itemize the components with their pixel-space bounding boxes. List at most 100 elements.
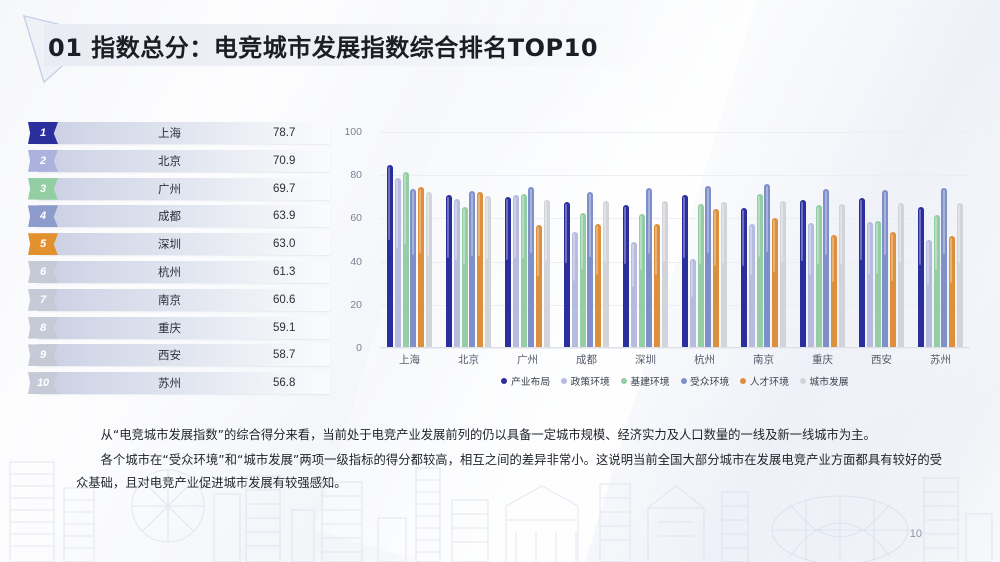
chart-bar-group — [793, 132, 852, 348]
chart-bar — [779, 201, 787, 348]
chart-bar-group — [616, 132, 675, 348]
chart-y-tick-label: 0 — [356, 342, 362, 354]
rank-badge: 8 — [28, 316, 58, 339]
body-copy: 从“电竞城市发展指数”的综合得分来看，当前处于电竞产业发展前列的仍以具备一定城市… — [76, 424, 942, 497]
chart-bar — [622, 205, 630, 348]
ranking-score: 58.7 — [273, 349, 296, 362]
rank-badge: 7 — [28, 288, 58, 311]
chart-bar — [579, 213, 586, 348]
legend-swatch-icon — [620, 378, 627, 384]
chart-legend-item[interactable]: 人才环境 — [740, 374, 789, 388]
chart-bar — [823, 189, 830, 348]
chart-x-tick-label: 成都 — [576, 354, 597, 366]
ranking-row-bar — [38, 177, 330, 200]
rank-badge: 6 — [28, 260, 58, 283]
ranking-city-name: 杭州 — [158, 264, 181, 279]
chart-plot-area: 0 20 40 60 80 100 — [344, 126, 970, 354]
chart-bar — [866, 221, 873, 348]
legend-label: 受众环境 — [690, 377, 730, 388]
chart-bar — [512, 195, 519, 348]
chart-bar — [654, 223, 661, 348]
legend-swatch-icon — [680, 378, 687, 384]
chart-bar — [890, 232, 897, 348]
chart-bar — [748, 223, 755, 348]
legend-swatch-icon — [799, 378, 806, 384]
chart-legend-item[interactable]: 政策环境 — [561, 374, 610, 388]
chart-bar — [453, 198, 460, 348]
ranking-row-bar — [38, 372, 330, 395]
chart-bar — [418, 187, 425, 348]
ranking-score: 70.9 — [273, 154, 296, 167]
chart-legend-item[interactable]: 产业布局 — [501, 374, 550, 388]
chart-bar — [477, 191, 484, 348]
chart-gridline — [380, 261, 970, 263]
chart-bar — [925, 240, 932, 348]
ranking-row: 2 北京 70.9 — [28, 149, 330, 172]
chart-bar-group — [380, 132, 439, 348]
chart-bar — [949, 235, 956, 348]
page-title: 01 指数总分：电竞城市发展指数综合排名TOP10 — [48, 34, 599, 62]
chart-x-tick-label: 南京 — [753, 354, 774, 366]
chart-legend-item[interactable]: 受众环境 — [680, 374, 730, 388]
rank-badge: 9 — [28, 344, 58, 367]
chart-bar-group — [734, 132, 793, 348]
rank-badge: 4 — [28, 205, 58, 228]
chart-bar — [772, 218, 779, 348]
ranking-city-name: 成都 — [158, 209, 181, 224]
chart-bar — [697, 204, 704, 348]
chart-bar — [858, 197, 866, 348]
chart-bar — [681, 194, 689, 348]
chart-x-axis — [380, 347, 970, 348]
ranking-score: 63.9 — [273, 210, 296, 223]
chart-x-tick-label: 北京 — [458, 354, 479, 366]
chart-bar — [602, 201, 610, 348]
chart-gridline — [380, 132, 970, 133]
chart-bar — [838, 204, 846, 348]
chart-x-tick-labels: 上海 北京 广州 成都 深圳 杭州 南京 重庆 西安 苏州 — [380, 352, 970, 367]
ranking-row-bar — [38, 233, 330, 256]
ranking-city-name: 上海 — [158, 126, 181, 140]
ranking-row: 10 苏州 56.8 — [28, 372, 330, 395]
legend-label: 政策环境 — [570, 377, 610, 388]
ranking-score: 69.7 — [273, 182, 296, 195]
chart-bar — [705, 186, 712, 348]
ranking-city-name: 广州 — [158, 181, 181, 196]
chart-bar — [543, 200, 551, 348]
chart-bar — [689, 259, 696, 348]
chart-bar — [504, 197, 512, 348]
chart-gridline — [380, 175, 970, 177]
chart-bar — [764, 183, 771, 348]
chart-bar — [536, 224, 543, 348]
chart-legend-item[interactable]: 基建环境 — [620, 374, 670, 388]
ranking-row: 5 深圳 63.0 — [28, 233, 330, 256]
chart-x-tick-label: 深圳 — [635, 354, 656, 366]
chart-y-tick-label: 80 — [350, 169, 362, 182]
chart-y-tick-label: 100 — [344, 126, 362, 138]
chart-bar — [386, 165, 394, 348]
chart-bar — [630, 242, 637, 348]
chart-x-tick-label: 杭州 — [694, 354, 715, 366]
ranking-row: 8 重庆 59.1 — [28, 316, 330, 339]
chart-bar — [595, 223, 602, 348]
chart-bar-group — [498, 132, 557, 348]
ranking-city-name: 深圳 — [158, 237, 181, 252]
body-paragraph: 各个城市在“受众环境”和“城市发展”两项一级指标的得分都较高，相互之间的差异非常… — [76, 453, 942, 490]
legend-label: 基建环境 — [630, 377, 670, 388]
rank-badge: 2 — [28, 149, 58, 172]
chart-bar-group — [557, 132, 616, 348]
ranking-row-bar — [38, 149, 330, 172]
chart-bar — [882, 190, 889, 348]
chart-x-tick-label: 广州 — [517, 354, 538, 366]
ranking-score: 60.6 — [273, 293, 296, 306]
chart-gridline — [380, 304, 970, 306]
rank-badge: 10 — [28, 372, 58, 395]
chart-bar — [661, 200, 669, 348]
chart-bar-group — [439, 132, 498, 348]
chart-bar — [941, 188, 948, 348]
chart-bar — [461, 206, 468, 348]
chart-legend-item[interactable]: 城市发展 — [799, 374, 849, 388]
chart-x-tick-label: 西安 — [871, 354, 892, 366]
chart-bar — [571, 232, 578, 348]
chart-bar — [831, 234, 838, 348]
chart-bar — [520, 194, 527, 348]
